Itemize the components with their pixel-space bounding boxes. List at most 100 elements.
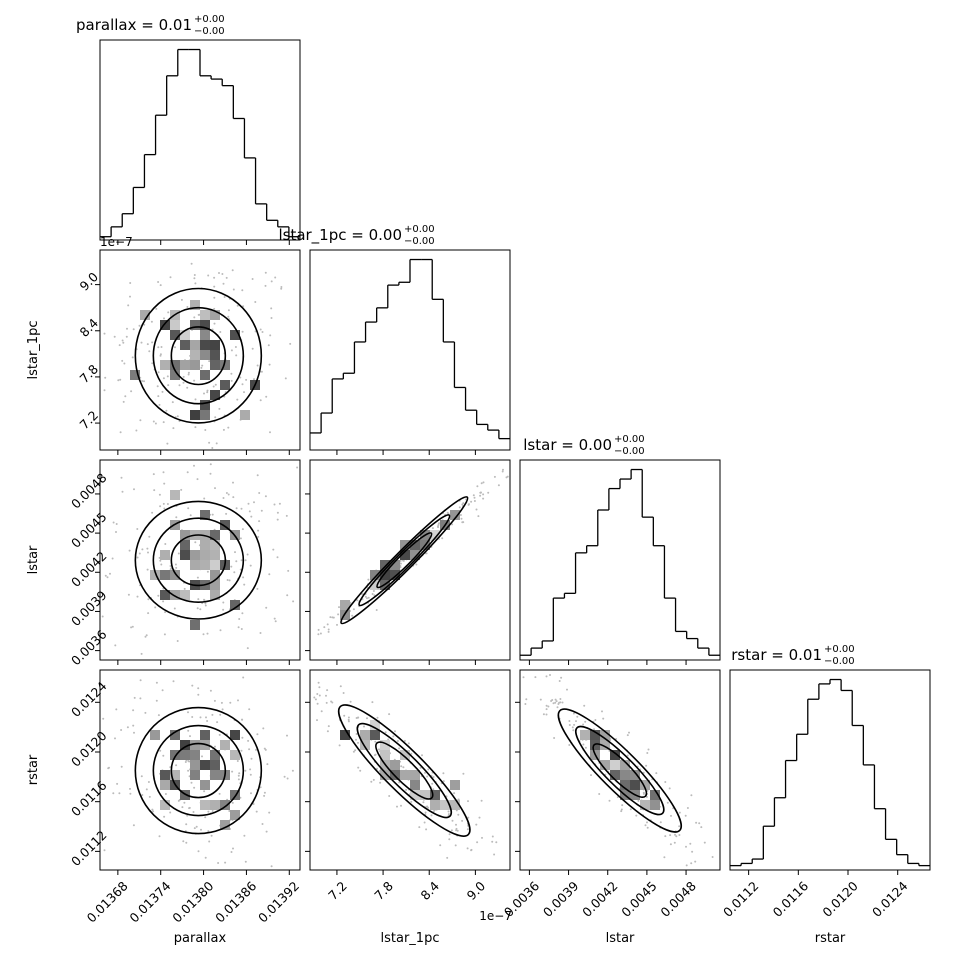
sample-point (582, 743, 585, 746)
sample-point (352, 608, 355, 611)
sample-point (231, 770, 234, 773)
sample-point (479, 491, 482, 494)
sample-point (166, 442, 169, 445)
density-cell (190, 620, 200, 630)
sample-point (475, 508, 478, 511)
sample-point (119, 378, 122, 381)
density-cell (220, 520, 230, 530)
sample-point (678, 811, 681, 814)
sample-point (240, 749, 243, 752)
sample-point (418, 826, 421, 829)
sample-point (122, 341, 125, 344)
density-cell (170, 730, 180, 740)
sample-point (317, 681, 320, 684)
density-cell (190, 300, 200, 310)
x-tick-label: 0.0048 (657, 878, 699, 920)
sample-point (327, 725, 330, 728)
sample-point (193, 379, 196, 382)
sample-point (339, 685, 342, 688)
sample-point (286, 734, 288, 737)
density-cell (410, 780, 420, 790)
panel-title: parallax = 0.01 (76, 16, 192, 34)
density-cell (640, 780, 650, 790)
sample-point (211, 513, 214, 516)
sample-point (161, 390, 164, 393)
sample-point (227, 309, 230, 312)
sample-point (568, 720, 571, 722)
sample-point (351, 614, 354, 617)
density-cell (380, 750, 390, 760)
sample-point (220, 701, 223, 704)
sample-point (547, 705, 550, 708)
sample-point (157, 594, 160, 597)
sample-point (226, 579, 229, 581)
sample-point (207, 810, 210, 813)
density-cell (180, 360, 190, 370)
sample-point (655, 772, 658, 775)
density-cell (210, 770, 220, 780)
sample-point (400, 804, 402, 807)
sample-point (487, 491, 490, 494)
sample-point (347, 716, 350, 719)
sample-point (559, 701, 562, 704)
sample-point (117, 379, 120, 382)
density-cell (180, 790, 190, 800)
sample-point (313, 696, 316, 699)
density-cell (210, 750, 220, 760)
density-cell (380, 560, 390, 570)
sample-point (218, 272, 220, 274)
sample-point (270, 865, 273, 868)
sample-point (159, 749, 162, 752)
sample-point (194, 282, 197, 285)
sample-point (189, 735, 191, 738)
sample-point (218, 733, 221, 736)
sample-point (673, 841, 676, 844)
sample-point (150, 320, 153, 323)
sample-point (202, 633, 205, 636)
sample-point (129, 282, 132, 284)
sample-point (493, 853, 496, 856)
sample-point (355, 717, 358, 719)
density-cell (170, 320, 180, 330)
sample-point (223, 296, 226, 298)
density-cell (190, 360, 200, 370)
sample-point (355, 733, 358, 735)
sample-point (119, 431, 122, 434)
sample-point (259, 786, 262, 789)
sample-point (103, 389, 106, 392)
sample-point (263, 747, 266, 750)
sample-point (163, 507, 166, 510)
sample-point (278, 502, 281, 505)
sample-point (254, 301, 257, 303)
sample-point (247, 502, 250, 505)
sample-point (254, 330, 257, 333)
sample-point (396, 805, 398, 808)
contour-line (152, 306, 245, 405)
sample-point (472, 494, 475, 497)
sample-point (222, 428, 225, 431)
sample-point (427, 768, 430, 771)
sample-point (225, 512, 228, 515)
density-cell (150, 570, 160, 580)
sample-point (211, 713, 214, 716)
sample-point (265, 395, 268, 398)
sample-point (237, 626, 240, 629)
sample-point (118, 792, 121, 795)
sample-point (388, 795, 391, 797)
sample-point (127, 304, 130, 307)
sample-point (338, 606, 340, 609)
sample-point (235, 354, 238, 357)
sample-point (213, 699, 216, 702)
contour-line (152, 724, 245, 817)
sample-point (426, 775, 429, 778)
sample-point (238, 772, 241, 775)
sample-point (123, 362, 126, 365)
sample-point (256, 733, 259, 736)
sample-point (270, 317, 273, 319)
sample-point (162, 754, 165, 757)
sample-point (102, 717, 105, 720)
sample-point (583, 704, 586, 707)
sample-point (233, 571, 236, 574)
sample-point (197, 687, 200, 690)
